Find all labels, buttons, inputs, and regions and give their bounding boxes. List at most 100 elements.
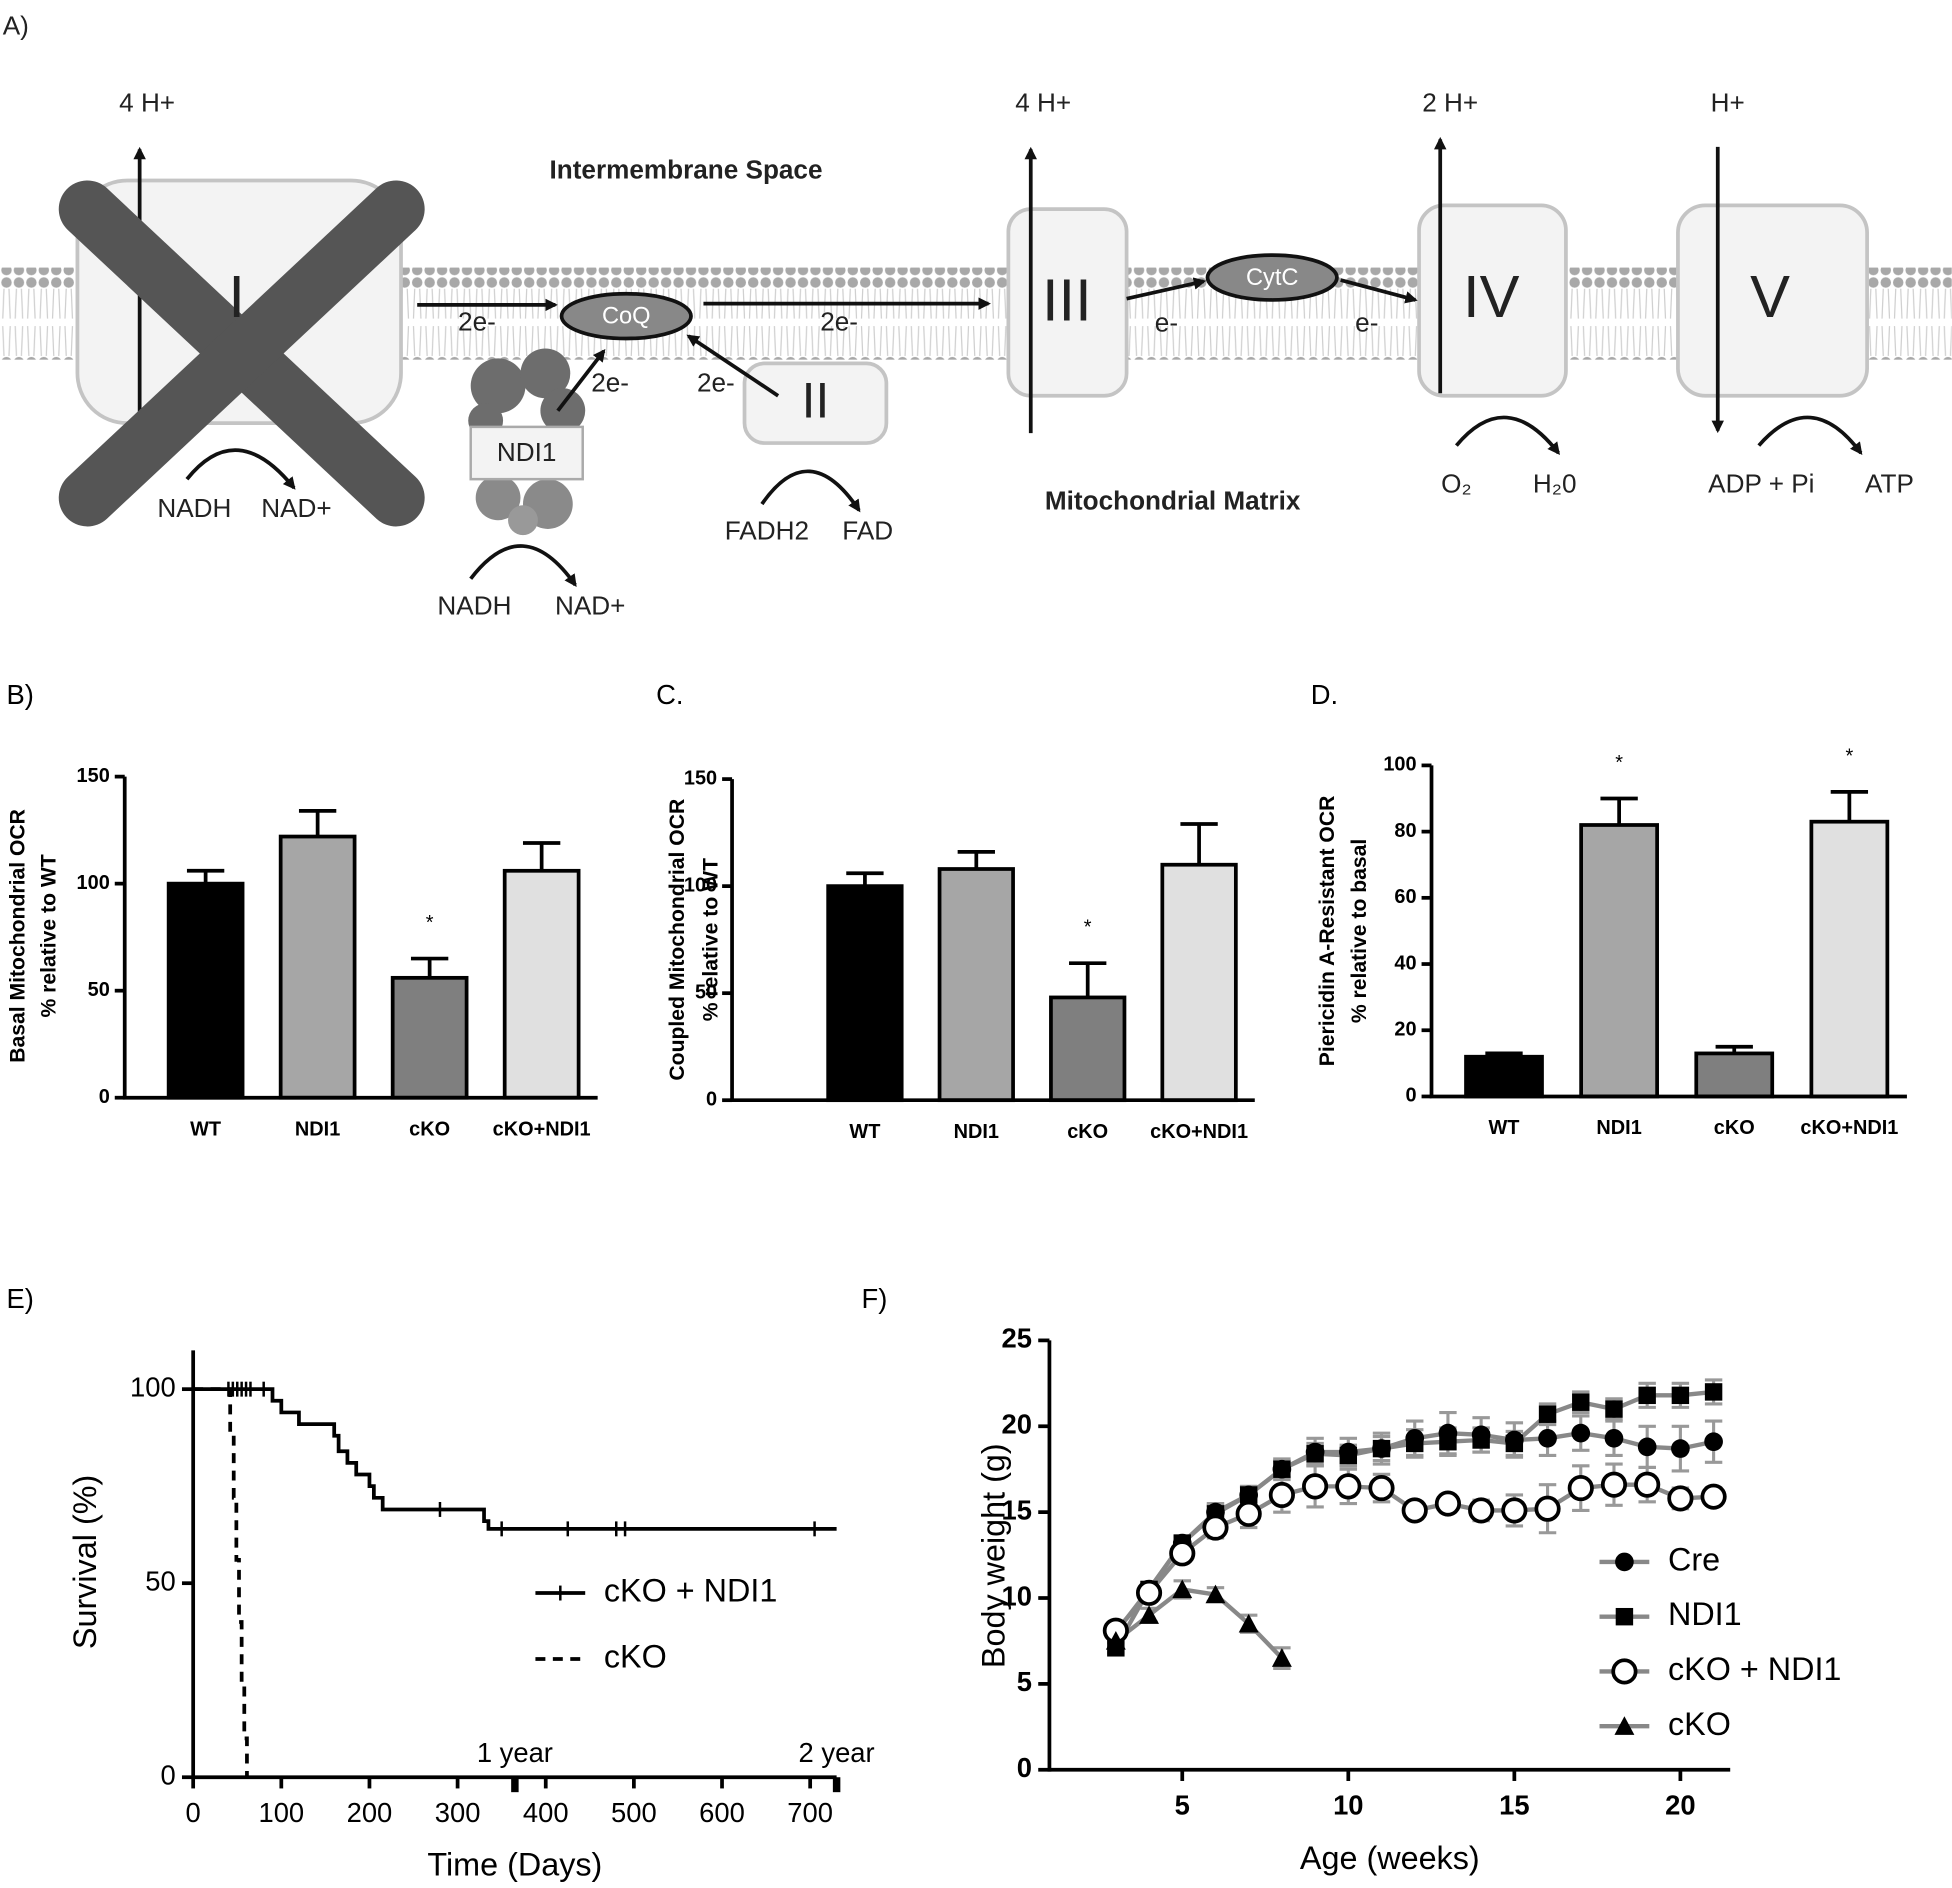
significance-mark: * — [426, 912, 434, 934]
y-tick-label: 100 — [77, 872, 110, 894]
y-tick-label: 0 — [161, 1759, 176, 1790]
legend-label: cKO — [1668, 1706, 1731, 1742]
chart-panel: D. 0 20 40 60 80 100 WT NDI1 * cKO cKO+NDI1 * Pierici… — [1311, 679, 1907, 1139]
reactant-label: O₂ — [1441, 468, 1471, 498]
x-tick-label: 0 — [186, 1797, 201, 1828]
x-tick-label: WT — [190, 1118, 221, 1140]
x-tick-label: NDI1 — [295, 1118, 340, 1140]
marker — [1271, 1648, 1292, 1667]
y-axis-label: % relative to WT — [38, 854, 61, 1017]
reactant-label: ADP + Pi — [1708, 468, 1814, 498]
product-label: H₂0 — [1533, 468, 1577, 498]
y-tick-label: 150 — [77, 765, 110, 787]
electron-label: 2e- — [820, 306, 858, 336]
bar — [1694, 1051, 1775, 1099]
complex-box — [1006, 207, 1129, 398]
marker — [1406, 1434, 1424, 1453]
complex-box — [1417, 203, 1568, 398]
x-tick-label: 5 — [1175, 1789, 1190, 1820]
y-axis-label: % relative to WT — [700, 858, 723, 1021]
complex-label: IV — [1463, 263, 1520, 330]
marker — [1700, 1483, 1727, 1510]
proton-label: 2 H+ — [1422, 87, 1478, 117]
panel-label: C. — [656, 679, 683, 710]
legend-marker — [1615, 1607, 1634, 1626]
x-tick-label: 2 year — [799, 1737, 875, 1768]
panel-label: D. — [1311, 679, 1338, 710]
marker — [1306, 1445, 1324, 1463]
legend-label: Cre — [1668, 1541, 1720, 1577]
diagram: A) 4 H+ 4 H+ 2 H+ H+ Intermembrane Space… — [0, 10, 1952, 620]
bar — [1579, 823, 1659, 1099]
marker — [1335, 1473, 1362, 1500]
marker — [1638, 1386, 1656, 1405]
compartment-label: Mitochondrial Matrix — [1045, 486, 1301, 516]
y-tick-label: 10 — [1002, 1580, 1032, 1611]
carrier — [559, 291, 693, 341]
panel-label: F) — [862, 1283, 888, 1314]
marker — [1434, 1490, 1461, 1517]
carrier-label: CytC — [1246, 265, 1299, 291]
panel-label: B) — [6, 679, 33, 710]
y-axis-label: Piericidin A-Resistant OCR — [1316, 796, 1339, 1067]
significance-mark: * — [1084, 917, 1092, 939]
chart-panel: C. 0 50 100 150 WT NDI1 cKO * cKO+NDI1 Coupled Mit… — [656, 679, 1255, 1143]
legend-marker — [1615, 1552, 1634, 1572]
x-tick-label: cKO — [1067, 1121, 1108, 1143]
bar — [1809, 819, 1890, 1099]
x-tick-label: cKO — [1714, 1117, 1755, 1139]
marker — [1600, 1471, 1628, 1498]
x-tick-label: 10 — [1333, 1789, 1363, 1820]
marker — [1505, 1434, 1524, 1453]
product-label: FAD — [842, 516, 893, 546]
marker — [1472, 1431, 1490, 1449]
x-tick-label: cKO+NDI1 — [493, 1118, 591, 1140]
y-tick-label: 60 — [1394, 886, 1416, 908]
ndi1-box — [469, 425, 584, 481]
marker — [1671, 1439, 1690, 1458]
marker — [1538, 1405, 1557, 1423]
arrows — [133, 136, 1863, 587]
y-tick-label: 100 — [130, 1371, 176, 1402]
reactant-label: NADH — [437, 590, 511, 620]
product-label: NAD+ — [555, 590, 625, 620]
marker — [1401, 1497, 1428, 1524]
bar — [1160, 862, 1238, 1103]
complex-box — [1676, 203, 1869, 398]
proton-label: 4 H+ — [1015, 87, 1071, 117]
bar — [166, 881, 245, 1100]
significance-mark: * — [1845, 745, 1853, 767]
marker — [1501, 1497, 1528, 1524]
marker — [1235, 1500, 1262, 1527]
marker — [1238, 1613, 1259, 1633]
y-tick-label: 0 — [1405, 1085, 1416, 1107]
marker — [1268, 1481, 1295, 1509]
marker — [1205, 1584, 1226, 1604]
marker — [1239, 1486, 1258, 1504]
x-tick-label: cKO — [409, 1118, 450, 1140]
marker — [1704, 1432, 1723, 1452]
y-tick-label: 20 — [1394, 1019, 1416, 1041]
marker — [1634, 1471, 1661, 1498]
legend-label: cKO + NDI1 — [1668, 1651, 1841, 1687]
x-tick-label: 15 — [1499, 1789, 1529, 1820]
marker — [1604, 1428, 1624, 1448]
marker — [1572, 1393, 1590, 1411]
legend-marker — [1611, 1658, 1638, 1685]
marker — [1704, 1383, 1723, 1401]
x-tick-label: 400 — [523, 1797, 569, 1828]
electron-label: 2e- — [458, 306, 496, 336]
x-tick-label: NDI1 — [954, 1121, 999, 1143]
x-tick-label: cKO+NDI1 — [1150, 1121, 1248, 1143]
survival-curve — [193, 1387, 837, 1531]
complex-label: III — [1042, 267, 1092, 334]
x-tick — [832, 1777, 841, 1793]
marker — [1372, 1439, 1391, 1458]
y-axis-label: Coupled Mitochondrial OCR — [666, 799, 689, 1081]
y-axis-label: % relative to basal — [1348, 839, 1371, 1023]
x-axis-label: Age (weeks) — [1300, 1840, 1480, 1876]
bar — [278, 834, 357, 1100]
chart-panel: E) 0 50 100 0 100 200 300 400 500 600 700 1 year 2 ye… — [6, 1283, 874, 1883]
y-tick-label: 0 — [99, 1086, 110, 1108]
